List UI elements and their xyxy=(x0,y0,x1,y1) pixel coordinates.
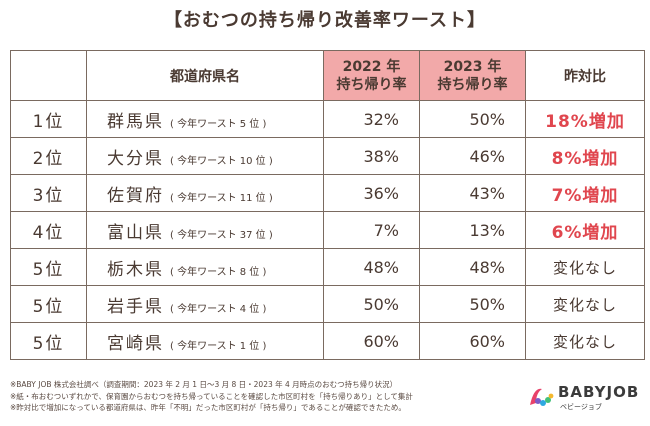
rate-2023-cell: 50% xyxy=(419,285,526,323)
rate-2023-cell: 60% xyxy=(419,322,526,360)
prefecture-name: 宮崎県 xyxy=(107,333,164,354)
prefecture-cell: 栃木県 ( 今年ワースト 8 位 ) xyxy=(86,248,324,286)
logo-name: BABYJOB xyxy=(558,383,640,401)
change-value: 8%増加 xyxy=(551,148,619,169)
header-2022-year: 2022 年 xyxy=(342,58,401,75)
prefecture-cell: 大分県 ( 今年ワースト 10 位 ) xyxy=(86,137,324,175)
worst-rank-note: ( 今年ワースト 4 位 ) xyxy=(170,303,267,315)
rank-cell: 3位 xyxy=(10,174,87,212)
footnote: ※BABY JOB 株式会社調べ（調査期間：2023 年 2 月 1 日～3 月… xyxy=(10,380,398,389)
rate-2022-cell: 38% xyxy=(323,137,420,175)
prefecture-cell: 宮崎県 ( 今年ワースト 1 位 ) xyxy=(86,322,324,360)
rate-2022-cell: 50% xyxy=(323,285,420,323)
footnotes: ※BABY JOB 株式会社調べ（調査期間：2023 年 2 月 1 日～3 月… xyxy=(10,379,510,414)
rate-2023-cell: 13% xyxy=(419,211,526,249)
change-value: 18%増加 xyxy=(545,111,625,132)
rank-cell: 5位 xyxy=(10,248,87,286)
rate-2022-cell: 48% xyxy=(323,248,420,286)
rank-cell: 5位 xyxy=(10,322,87,360)
change-cell: 変化なし xyxy=(525,248,645,286)
prefecture-name: 大分県 xyxy=(107,148,164,169)
rate-2022-cell: 36% xyxy=(323,174,420,212)
prefecture-name: 栃木県 xyxy=(107,259,164,280)
change-cell: 変化なし xyxy=(525,285,645,323)
rate-2022-cell: 60% xyxy=(323,322,420,360)
page-title: 【おむつの持ち帰り改善率ワースト】 xyxy=(163,10,487,31)
rank-cell: 2位 xyxy=(10,137,87,175)
footnote: ※昨対比で増加になっている都道府県は、昨年「不明」だった市区町村が「持ち帰り」で… xyxy=(10,403,406,412)
worst-rank-note: ( 今年ワースト 5 位 ) xyxy=(170,118,267,130)
header-rank xyxy=(10,50,87,101)
worst-rank-note: ( 今年ワースト 37 位 ) xyxy=(170,229,273,241)
header-2022: 2022 年 持ち帰り率 xyxy=(323,50,420,101)
header-2022-label: 持ち帰り率 xyxy=(336,76,407,93)
change-cell: 18%増加 xyxy=(525,100,645,138)
rate-2023-cell: 50% xyxy=(419,100,526,138)
header-2023: 2023 年 持ち帰り率 xyxy=(419,50,526,101)
rank-cell: 5位 xyxy=(10,285,87,323)
change-cell: 7%増加 xyxy=(525,174,645,212)
prefecture-name: 岩手県 xyxy=(107,296,164,317)
header-2023-label: 持ち帰り率 xyxy=(437,76,508,93)
table-row: 5位 岩手県 ( 今年ワースト 4 位 ) 50% 50% 変化なし xyxy=(10,285,645,323)
worst-rank-note: ( 今年ワースト 1 位 ) xyxy=(170,340,267,352)
header-2023-year: 2023 年 xyxy=(443,58,502,75)
change-value: 6%増加 xyxy=(551,222,619,243)
table-row: 5位 栃木県 ( 今年ワースト 8 位 ) 48% 48% 変化なし xyxy=(10,248,645,286)
prefecture-name: 富山県 xyxy=(107,222,164,243)
rank-cell: 1位 xyxy=(10,100,87,138)
table-header-row: 都道府県名 2022 年 持ち帰り率 2023 年 持ち帰り率 昨対比 xyxy=(10,50,645,101)
change-value: 変化なし xyxy=(552,332,617,351)
table-row: 5位 宮崎県 ( 今年ワースト 1 位 ) 60% 60% 変化なし xyxy=(10,322,645,360)
worst-rank-note: ( 今年ワースト 8 位 ) xyxy=(170,266,267,278)
rate-2023-cell: 46% xyxy=(419,137,526,175)
rate-2023-cell: 48% xyxy=(419,248,526,286)
prefecture-name: 群馬県 xyxy=(107,111,164,132)
change-cell: 変化なし xyxy=(525,322,645,360)
change-value: 変化なし xyxy=(552,295,617,314)
change-value: 7%増加 xyxy=(551,185,619,206)
rate-2023-cell: 43% xyxy=(419,174,526,212)
babyjob-logo-icon xyxy=(530,388,554,406)
table-row: 2位 大分県 ( 今年ワースト 10 位 ) 38% 46% 8%増加 xyxy=(10,137,645,175)
table-row: 3位 佐賀府 ( 今年ワースト 11 位 ) 36% 43% 7%増加 xyxy=(10,174,645,212)
change-cell: 8%増加 xyxy=(525,137,645,175)
rate-2022-cell: 32% xyxy=(323,100,420,138)
table-row: 1位 群馬県 ( 今年ワースト 5 位 ) 32% 50% 18%増加 xyxy=(10,100,645,138)
worst-rank-note: ( 今年ワースト 10 位 ) xyxy=(170,155,273,167)
ranking-table: 都道府県名 2022 年 持ち帰り率 2023 年 持ち帰り率 昨対比 1位 群馬… xyxy=(10,50,645,360)
change-value: 変化なし xyxy=(552,258,617,277)
prefecture-cell: 富山県 ( 今年ワースト 37 位 ) xyxy=(86,211,324,249)
footnote: ※紙・布おむついずれかで、保育園からおむつを持ち帰っていることを確認した市区町村… xyxy=(10,391,413,401)
logo-subtitle: ベビージョブ xyxy=(560,403,602,411)
prefecture-cell: 佐賀府 ( 今年ワースト 11 位 ) xyxy=(86,174,324,212)
rate-2022-cell: 7% xyxy=(323,211,420,249)
change-cell: 6%増加 xyxy=(525,211,645,249)
babyjob-logo: BABYJOB ベビージョブ xyxy=(526,381,646,415)
header-prefecture: 都道府県名 xyxy=(86,50,324,101)
rank-cell: 4位 xyxy=(10,211,87,249)
table-row: 4位 富山県 ( 今年ワースト 37 位 ) 7% 13% 6%増加 xyxy=(10,211,645,249)
header-change: 昨対比 xyxy=(525,50,645,101)
prefecture-cell: 群馬県 ( 今年ワースト 5 位 ) xyxy=(86,100,324,138)
prefecture-cell: 岩手県 ( 今年ワースト 4 位 ) xyxy=(86,285,324,323)
prefecture-name: 佐賀府 xyxy=(107,185,164,206)
worst-rank-note: ( 今年ワースト 11 位 ) xyxy=(170,192,273,204)
